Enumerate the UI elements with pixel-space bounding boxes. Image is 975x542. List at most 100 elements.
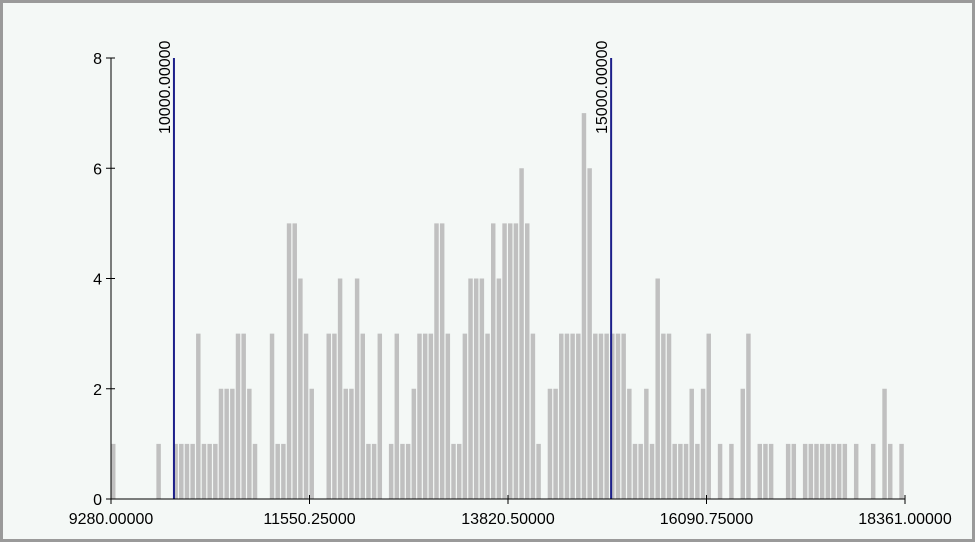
histogram-bar <box>184 443 190 500</box>
histogram-bar <box>439 223 445 500</box>
histogram-bar <box>366 443 371 500</box>
histogram-bar <box>581 113 587 500</box>
histogram-bar <box>519 168 524 499</box>
histogram-bar <box>706 333 711 500</box>
histogram-bar <box>785 443 791 500</box>
histogram-bar <box>156 443 161 500</box>
histogram-bar <box>882 388 887 499</box>
y-tick-label: 8 <box>93 51 102 68</box>
histogram-bar <box>303 333 309 500</box>
histogram-bar <box>842 443 848 500</box>
histogram-bar <box>853 443 859 500</box>
histogram-bar <box>496 278 502 499</box>
histogram-bar <box>462 333 468 500</box>
histogram-bar <box>666 333 672 500</box>
histogram-bar <box>525 223 530 500</box>
histogram-bar <box>230 388 235 499</box>
histogram-bar <box>349 388 354 499</box>
histogram-bar <box>337 278 343 499</box>
histogram-bar <box>570 333 575 500</box>
histogram-bar <box>689 388 694 499</box>
histogram-bar <box>213 443 218 500</box>
histogram-bar <box>632 443 638 500</box>
histogram-bar <box>649 443 655 500</box>
x-tick-label: 11550.25000 <box>263 511 355 528</box>
histogram-bar <box>201 443 207 500</box>
histogram-bar <box>814 443 819 500</box>
histogram-bar <box>717 443 723 500</box>
histogram-bar <box>490 223 496 500</box>
histogram-bar <box>218 388 224 499</box>
histogram-bar <box>530 333 536 500</box>
histogram-bar <box>428 333 434 500</box>
histogram-bar <box>451 443 456 500</box>
bars-group <box>111 113 904 500</box>
histogram-bar <box>553 388 558 499</box>
histogram-bar <box>269 333 275 500</box>
histogram-bar <box>678 443 683 500</box>
histogram-bar <box>740 388 745 499</box>
histogram-bar <box>802 443 808 500</box>
histogram-bar <box>224 388 229 499</box>
x-tick-label: 9280.00000 <box>69 511 154 528</box>
histogram-bar <box>683 443 689 500</box>
histogram-bar <box>831 443 836 500</box>
histogram-bar <box>768 443 774 500</box>
histogram-bar <box>627 388 632 499</box>
histogram-bar <box>411 388 417 499</box>
histogram-bar <box>763 443 768 500</box>
histogram-bar <box>405 443 411 500</box>
histogram-bar <box>298 278 303 499</box>
x-tick-label: 18361.00000 <box>858 511 952 528</box>
histogram-bar <box>473 278 479 499</box>
histogram-bar <box>252 443 258 500</box>
y-ticks-group: 0 2 4 6 8 <box>93 51 115 509</box>
histogram-bar <box>400 443 405 500</box>
histogram-bar <box>661 333 666 500</box>
histogram-bar <box>621 333 626 500</box>
x-tick-label: 13820.50000 <box>461 511 555 528</box>
histogram-bar <box>292 223 297 500</box>
histogram-bar <box>576 333 581 500</box>
histogram-bar <box>825 443 831 500</box>
histogram-bar <box>593 333 598 500</box>
histogram-bar <box>354 278 360 499</box>
histogram-bar <box>638 443 643 500</box>
histogram-bar <box>672 443 677 500</box>
histogram-bar <box>887 443 893 500</box>
histogram-bar <box>836 443 842 500</box>
histogram-bar <box>791 443 797 500</box>
histogram-bar <box>508 223 513 500</box>
histogram-bar <box>179 443 184 500</box>
histogram-bar <box>899 443 904 500</box>
histogram-bar <box>468 278 473 499</box>
reference-line-label: 10000.00000 <box>157 40 174 134</box>
histogram-bar <box>377 333 383 500</box>
histogram-bar <box>235 333 241 500</box>
histogram-bar <box>564 333 570 500</box>
y-tick-label: 0 <box>93 492 102 509</box>
histogram-bar <box>870 443 876 500</box>
histogram-bar <box>547 388 553 499</box>
histogram-bar <box>286 223 292 500</box>
histogram-bar <box>559 333 564 500</box>
y-tick-label: 6 <box>93 161 102 178</box>
histogram-bar <box>700 388 706 499</box>
histogram-bar <box>326 333 331 500</box>
histogram-bar <box>598 333 604 500</box>
histogram-bar <box>190 443 195 500</box>
histogram-bar <box>394 333 400 500</box>
histogram-bar <box>207 443 212 500</box>
histogram-bar <box>729 443 734 500</box>
histogram-bar <box>275 443 280 500</box>
histogram-bar <box>371 443 377 500</box>
histogram-bar <box>819 443 825 500</box>
histogram-bar <box>757 443 763 500</box>
x-ticks-group: 9280.00000 11550.25000 13820.50000 16090.75… <box>69 495 952 528</box>
histogram-bar <box>309 388 314 499</box>
histogram-bar <box>281 443 286 500</box>
histogram-bar <box>655 278 660 499</box>
histogram-bar <box>644 388 649 499</box>
